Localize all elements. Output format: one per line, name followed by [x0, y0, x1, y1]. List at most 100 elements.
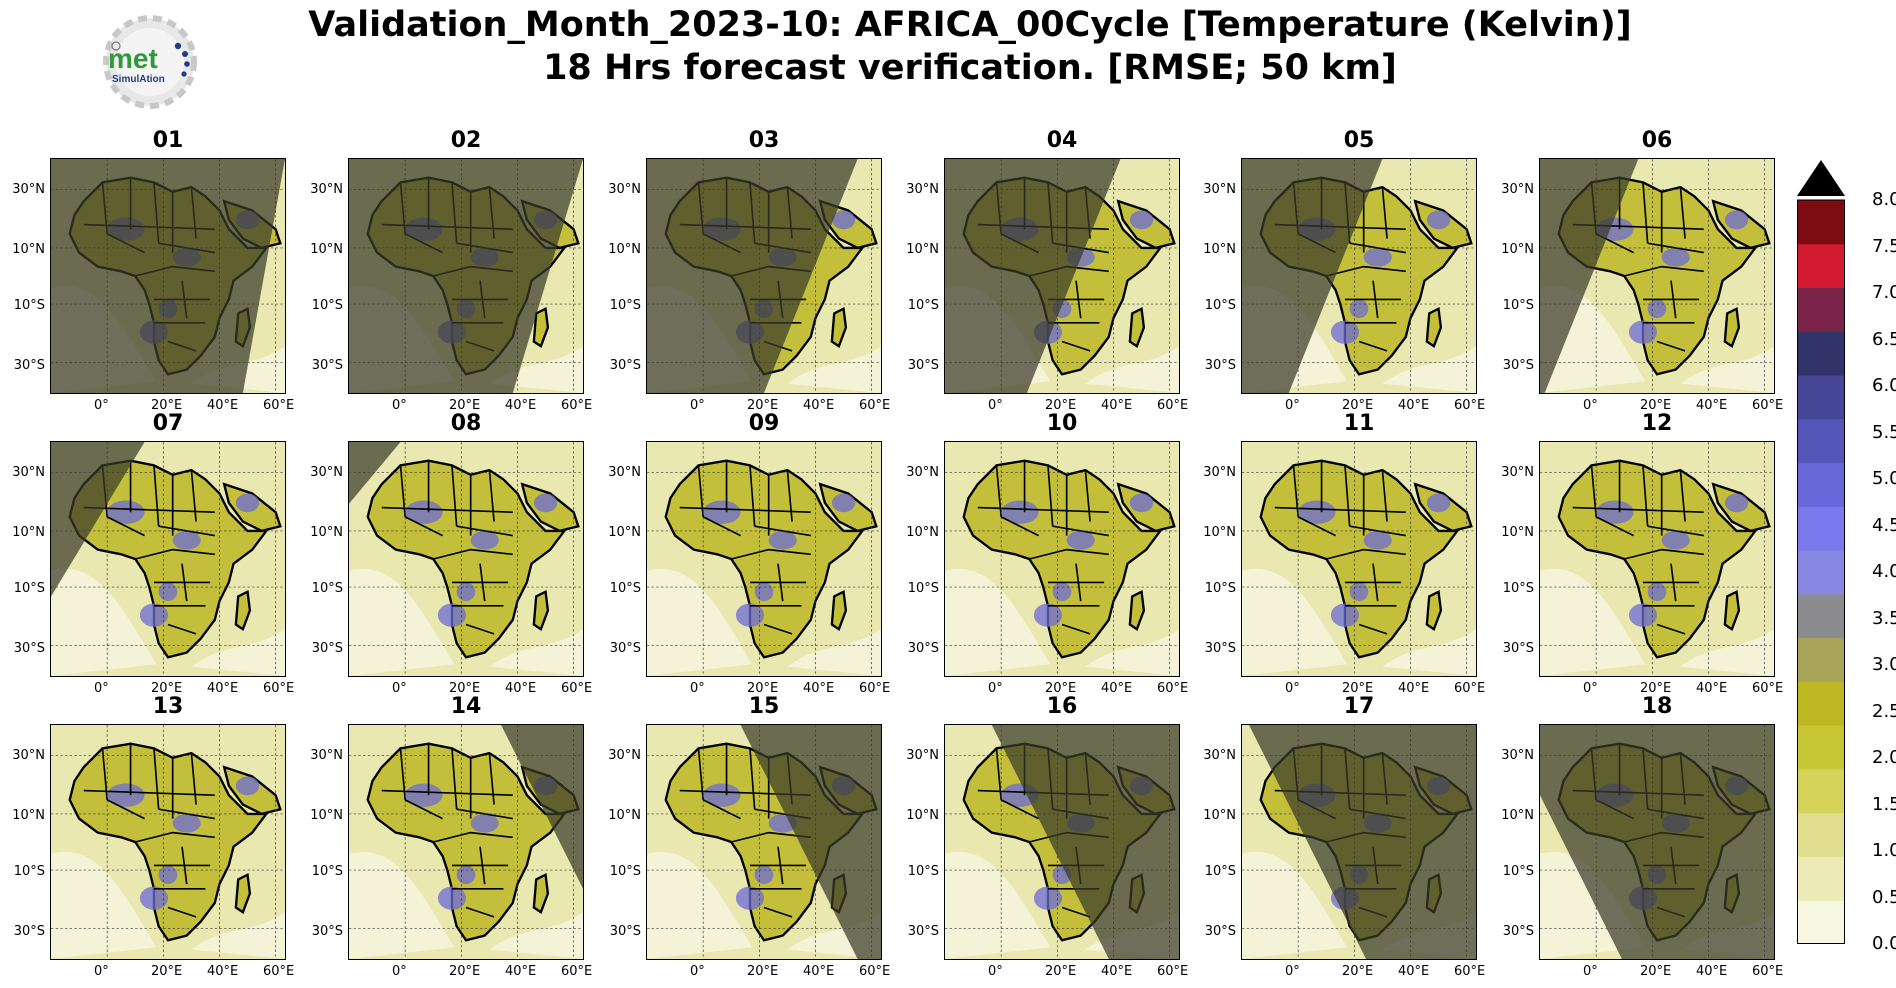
colorbar-bin	[1797, 593, 1845, 639]
lon-tick-label: 60°E	[1752, 681, 1784, 696]
lon-tick-label: 60°E	[263, 398, 295, 413]
colorbar-tick-label: 0.0	[1872, 933, 1896, 954]
lon-tick-label: 20°E	[1045, 964, 1077, 979]
colorbar-tick-label: 0.5	[1872, 886, 1896, 908]
lat-tick-label: 10°S	[609, 298, 641, 313]
lon-tick-label: 40°E	[803, 681, 835, 696]
colorbar-bin	[1797, 462, 1845, 507]
lat-tick-label: 30°S	[1502, 641, 1534, 656]
lat-tick-label: 10°N	[1203, 242, 1236, 257]
lat-tick-label: 30°N	[608, 182, 641, 197]
rmse-map	[944, 158, 1180, 394]
lon-tick-label: 0°	[690, 681, 705, 696]
lon-tick-label: 40°E	[207, 398, 239, 413]
lon-tick-label: 40°E	[1696, 398, 1728, 413]
lon-tick-label: 40°E	[1101, 964, 1133, 979]
lat-tick-label: 10°N	[1501, 525, 1534, 540]
lon-tick-label: 20°E	[1045, 398, 1077, 413]
rmse-map	[1539, 441, 1775, 677]
rmse-map	[348, 724, 584, 960]
lat-tick-label: 10°N	[906, 242, 939, 257]
lon-tick-label: 20°E	[1342, 398, 1374, 413]
map-panel-04: 04 30°N 10°N 10°S 30°S 0° 20°E 40°E 60°E	[906, 128, 1188, 413]
lat-tick-label: 10°S	[13, 864, 45, 879]
lon-tick-label: 0°	[988, 964, 1003, 979]
rmse-map	[50, 158, 286, 394]
lon-tick-label: 60°E	[561, 398, 593, 413]
colorbar-tick-label: 3.0	[1872, 654, 1896, 675]
lon-tick-label: 0°	[1583, 964, 1598, 979]
lon-tick-label: 20°E	[1045, 681, 1077, 696]
map-panel-16: 16 30°N 10°N 10°S 30°S 0° 20°E 40°E 60°E	[906, 694, 1188, 979]
colorbar-bin	[1797, 681, 1845, 726]
lat-tick-label: 10°N	[608, 808, 641, 823]
map-panel-10: 10 30°N 10°N 10°S 30°S 0° 20°E 40°E 60°E	[906, 411, 1188, 696]
lon-tick-label: 20°E	[1640, 681, 1672, 696]
panel-title: 02	[450, 128, 482, 153]
lat-tick-label: 30°N	[310, 748, 343, 763]
colorbar-bin	[1797, 375, 1845, 420]
map-panel-05: 05 30°N 10°N 10°S 30°S 0° 20°E 40°E 60°E	[1203, 128, 1485, 413]
lat-tick-label: 10°S	[13, 581, 45, 596]
panel-title: 18	[1641, 694, 1673, 719]
lat-tick-label: 30°N	[310, 182, 343, 197]
lon-tick-label: 40°E	[505, 964, 537, 979]
lon-tick-label: 20°E	[747, 398, 779, 413]
colorbar	[1797, 160, 1845, 945]
colorbar-tick-label: 4.5	[1872, 514, 1896, 536]
lat-tick-label: 10°S	[311, 864, 343, 879]
lat-tick-label: 10°S	[1204, 298, 1236, 313]
rmse-map	[348, 158, 584, 394]
lat-tick-label: 30°S	[13, 358, 45, 373]
lat-tick-label: 30°S	[311, 924, 343, 939]
panel-title: 09	[748, 411, 780, 436]
lon-tick-label: 20°E	[1640, 398, 1672, 413]
lat-tick-label: 10°S	[311, 581, 343, 596]
lat-tick-label: 30°N	[12, 465, 45, 480]
colorbar-tick-label: 3.5	[1872, 607, 1896, 629]
panel-title: 08	[450, 411, 482, 436]
rmse-map	[646, 724, 882, 960]
svg-text:met: met	[108, 43, 158, 74]
colorbar-tick-label: 6.0	[1872, 375, 1896, 396]
lat-tick-label: 30°N	[608, 465, 641, 480]
lon-tick-label: 0°	[1285, 398, 1300, 413]
lon-tick-label: 60°E	[1454, 681, 1486, 696]
lon-tick-label: 40°E	[1398, 398, 1430, 413]
lat-tick-label: 10°S	[907, 864, 939, 879]
lat-tick-label: 10°N	[1501, 808, 1534, 823]
lon-tick-label: 60°E	[1752, 964, 1784, 979]
lat-tick-label: 10°N	[1203, 525, 1236, 540]
lon-tick-label: 40°E	[207, 964, 239, 979]
colorbar-tick-label: 6.5	[1872, 328, 1896, 350]
map-panel-11: 11 30°N 10°N 10°S 30°S 0° 20°E 40°E 60°E	[1203, 411, 1485, 696]
lat-tick-label: 30°N	[1203, 182, 1236, 197]
lat-tick-label: 10°N	[12, 242, 45, 257]
map-panel-14: 14 30°N 10°N 10°S 30°S 0° 20°E 40°E 60°E	[310, 694, 592, 979]
lat-tick-label: 30°S	[311, 358, 343, 373]
panel-title: 06	[1641, 128, 1673, 153]
lon-tick-label: 20°E	[1342, 681, 1374, 696]
lon-tick-label: 0°	[392, 398, 407, 413]
rmse-map	[1539, 158, 1775, 394]
figure-title: Validation_Month_2023-10: AFRICA_00Cycle…	[260, 4, 1680, 90]
lon-tick-label: 0°	[1583, 398, 1598, 413]
colorbar-bin	[1797, 725, 1845, 770]
rmse-map	[944, 724, 1180, 960]
lat-tick-label: 30°N	[906, 748, 939, 763]
lat-tick-label: 30°S	[1204, 358, 1236, 373]
lat-tick-label: 30°S	[609, 358, 641, 373]
lon-tick-label: 40°E	[803, 398, 835, 413]
lon-tick-label: 40°E	[1398, 964, 1430, 979]
colorbar-bin	[1797, 243, 1845, 289]
lon-tick-label: 20°E	[151, 681, 183, 696]
map-panel-01: 01 30°N 10°N 10°S 30°S 0° 20°E 40°E 60°E	[12, 128, 294, 413]
panel-title: 17	[1343, 694, 1375, 719]
lat-tick-label: 10°S	[609, 581, 641, 596]
lat-tick-label: 30°N	[1501, 465, 1534, 480]
lon-tick-label: 60°E	[1157, 964, 1189, 979]
map-panel-03: 03 30°N 10°N 10°S 30°S 0° 20°E 40°E 60°E	[608, 128, 890, 413]
panel-title: 01	[152, 128, 184, 153]
colorbar-extend-arrow	[1797, 160, 1845, 196]
colorbar-tick-label: 5.0	[1872, 468, 1896, 489]
